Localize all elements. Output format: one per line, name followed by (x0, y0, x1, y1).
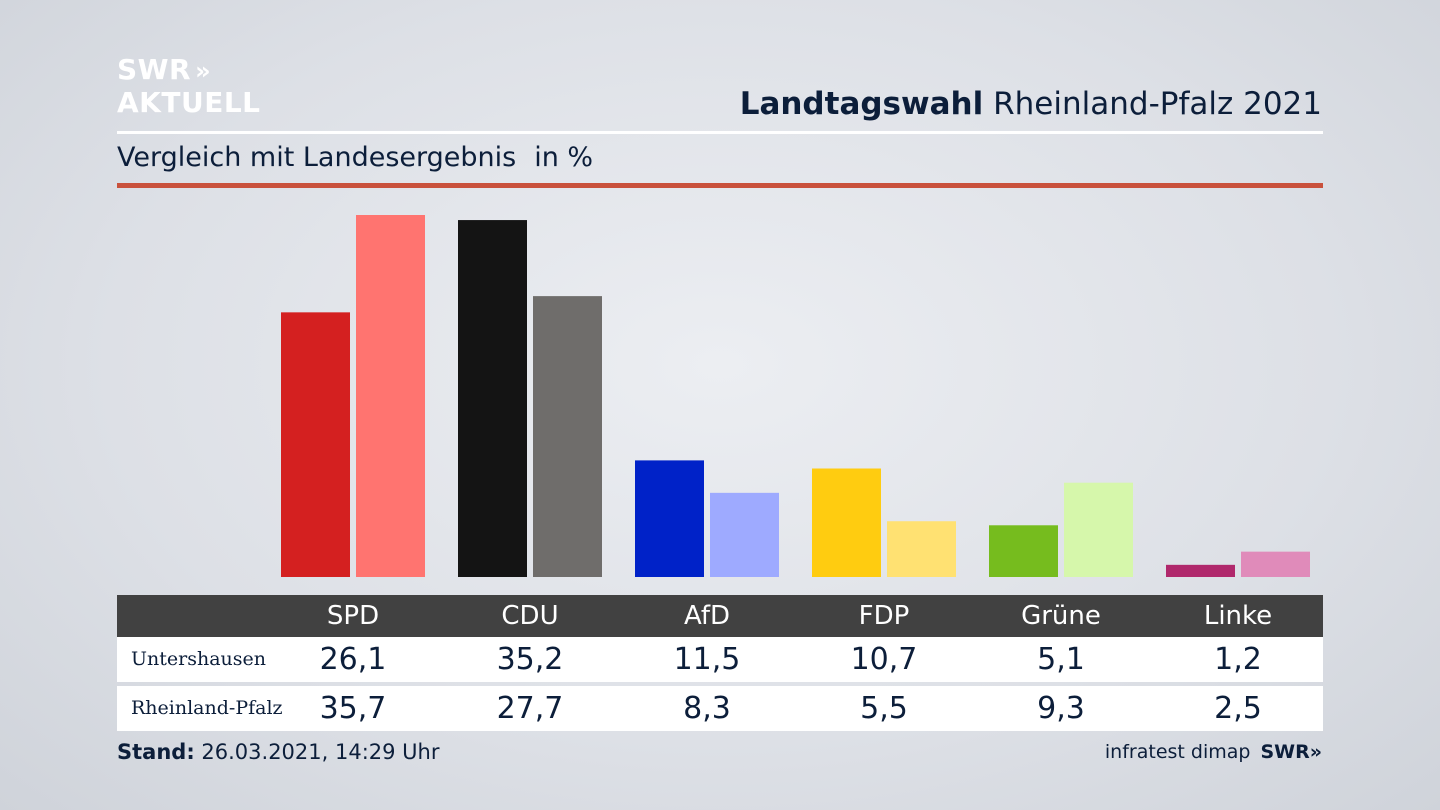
category-label: AfD (683, 601, 731, 631)
logo-text-aktuell: AKTUELL (117, 86, 261, 119)
value-label: 10,7 (850, 642, 918, 677)
category-label: Linke (1203, 601, 1273, 631)
accent-divider (117, 183, 1323, 188)
stand-value: 26.03.2021, 14:29 Uhr (194, 740, 440, 764)
title-bold: Landtagswahl (739, 86, 984, 122)
source-text: infratest dimap (1104, 741, 1251, 763)
page-title: Landtagswahl Rheinland-Pfalz 2021 (740, 86, 1322, 122)
value-label: 35,2 (496, 642, 564, 677)
value-label: 2,5 (1214, 691, 1262, 726)
value-label: 11,5 (673, 642, 741, 677)
results-table: SPD CDU AfD FDP Grüne Linke Untershausen 26,1… (117, 595, 1323, 731)
table-header-row: SPD CDU AfD FDP Grüne Linke (117, 595, 1323, 637)
bar-cdu-untershausen (458, 220, 527, 578)
header-divider (117, 131, 1323, 134)
value-label: 5,1 (1037, 642, 1085, 677)
bar-afd-rheinland-pfalz (710, 492, 779, 577)
value-label: 26,1 (319, 642, 387, 677)
category-label: CDU (501, 601, 559, 631)
category-label: Grüne (1021, 601, 1101, 631)
bar-afd-untershausen (635, 460, 704, 577)
chart-subtitle: Vergleich mit Landesergebnis in % (117, 142, 593, 173)
table-row-untershausen: Untershausen 26,1 35,2 11,5 10,7 5,1 1,2 (117, 637, 1323, 682)
timestamp: Stand: 26.03.2021, 14:29 Uhr (117, 740, 440, 764)
value-label: 9,3 (1037, 691, 1085, 726)
value-label: 35,7 (319, 691, 387, 726)
bar-gruene-untershausen (989, 525, 1058, 577)
category-label: FDP (858, 601, 910, 631)
bar-spd-rheinland-pfalz (356, 215, 425, 577)
logo-text-swr: SWR (117, 53, 192, 86)
source-credit: infratest dimap SWR» (1105, 741, 1322, 763)
bar-linke-untershausen (1166, 564, 1235, 577)
bar-spd-untershausen (281, 312, 350, 577)
category-label: SPD (326, 601, 380, 631)
title-rest: Rheinland-Pfalz 2021 (983, 86, 1322, 122)
subtitle-text: Vergleich mit Landesergebnis (117, 142, 517, 173)
value-label: 8,3 (683, 691, 731, 726)
value-label: 5,5 (860, 691, 908, 726)
bar-fdp-rheinland-pfalz (887, 521, 956, 577)
bar-cdu-rheinland-pfalz (533, 296, 602, 577)
row-label: Rheinland-Pfalz (131, 697, 283, 719)
swr-brand-logo: SWR» (1260, 741, 1322, 763)
value-label: 27,7 (496, 691, 564, 726)
table-row-rheinland-pfalz: Rheinland-Pfalz 35,7 27,7 8,3 5,5 9,3 2,5 (117, 686, 1323, 731)
swr-aktuell-logo: SWR» AKTUELL (117, 54, 261, 118)
bar-gruene-rheinland-pfalz (1064, 482, 1133, 577)
bar-fdp-untershausen (812, 468, 881, 577)
row-label: Untershausen (131, 648, 266, 670)
value-label: 1,2 (1214, 642, 1262, 677)
bar-linke-rheinland-pfalz (1241, 551, 1310, 577)
stand-label: Stand: (117, 740, 195, 764)
unit-label: in % (534, 142, 594, 173)
